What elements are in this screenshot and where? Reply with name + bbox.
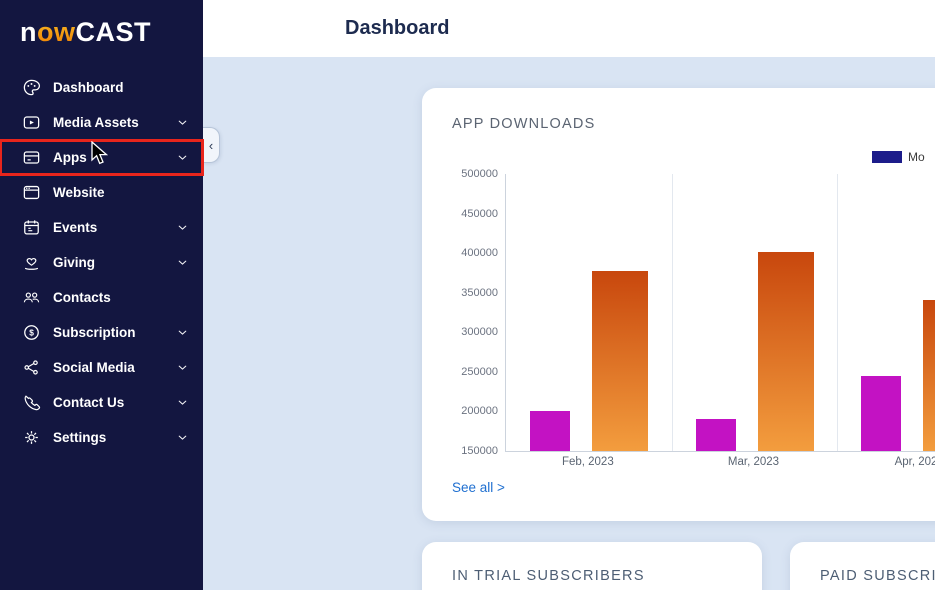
y-tick-label: 150000 [461,445,498,457]
app-downloads-card: APP DOWNLOADS Mo 150000 200000 250000 30000… [422,88,935,521]
sidebar-item-label: Media Assets [53,115,139,130]
app-downloads-title: APP DOWNLOADS [452,116,596,132]
sidebar-item-label: Social Media [53,360,135,375]
see-all-link[interactable]: See all > [452,480,505,495]
x-tick-label: Mar, 2023 [727,456,780,468]
bar-downloads-magenta[interactable] [695,419,736,451]
sidebar-item-label: Dashboard [53,80,124,95]
chart-x-axis: Feb, 2023 Mar, 2023 Apr, 2023 [505,456,935,468]
y-tick-label: 250000 [461,365,498,378]
in-trial-subscribers-title: IN TRIAL SUBSCRIBERS [452,568,645,584]
gridline [837,174,839,451]
main-content: ‹ APP DOWNLOADS Mo 150000 200000 250000 300… [203,57,935,590]
sidebar-item-contact-us[interactable]: Contact Us [0,385,203,420]
legend-swatch [872,151,902,163]
chart-legend[interactable]: Mo [872,150,925,164]
sidebar-nav: Dashboard Media Assets Apps Website Events Gi… [0,70,204,455]
chevron-down-icon [176,431,189,444]
page-header: Dashboard [203,0,935,57]
logo-part-cast: CAST [75,17,151,47]
chart-y-axis: 150000 200000 250000 300000 350000 400000 4500… [428,168,498,457]
sidebar-item-website[interactable]: Website [0,175,203,210]
media-icon [22,113,41,132]
bar-downloads-orange[interactable] [591,271,648,451]
y-tick-label: 500000 [461,168,498,180]
palette-icon [22,78,41,97]
contacts-icon [22,288,41,307]
bar-downloads-orange[interactable] [757,251,814,451]
phone-icon [22,393,41,412]
sidebar: nowCAST Dashboard Media Assets Apps Website… [0,0,204,590]
bar-group [672,174,838,451]
y-tick-label: 300000 [461,326,498,339]
sidebar-item-events[interactable]: Events [0,210,203,245]
sidebar-item-label: Giving [53,255,96,270]
chevron-down-icon [176,326,189,339]
y-tick-label: 450000 [461,207,498,220]
x-tick-label: Feb, 2023 [561,456,614,468]
sidebar-item-label: Website [53,185,105,200]
chevron-down-icon [176,116,189,129]
sidebar-item-label: Apps [53,150,87,165]
chevron-down-icon [176,396,189,409]
sidebar-item-label: Contacts [53,290,111,305]
bar-group [506,174,672,451]
sidebar-item-label: Subscription [53,325,136,340]
logo-part-ow: ow [37,17,76,47]
svg-text:$: $ [29,328,34,338]
bar-group [837,174,935,451]
events-icon [22,218,41,237]
website-icon [22,183,41,202]
x-tick-label: Apr, 2023 [894,456,935,468]
sidebar-item-label: Contact Us [53,395,125,410]
in-trial-subscribers-card: IN TRIAL SUBSCRIBERS [422,542,762,590]
sidebar-item-settings[interactable]: Settings [0,420,203,455]
sidebar-collapse-button[interactable]: ‹ [203,127,220,163]
paid-subscribers-card: PAID SUBSCRIBERS [790,542,935,590]
subscription-icon: $ [22,323,41,342]
sidebar-item-label: Events [53,220,98,235]
sidebar-item-label: Settings [53,430,107,445]
page-title: Dashboard [345,17,450,39]
chevron-down-icon [176,221,189,234]
sidebar-item-giving[interactable]: Giving [0,245,203,280]
apps-icon [22,148,41,167]
chart-plot-area [505,174,935,452]
y-tick-label: 350000 [461,286,498,299]
settings-icon [22,428,41,447]
chevron-down-icon [176,151,189,164]
legend-label: Mo [908,150,925,164]
sidebar-item-subscription[interactable]: $ Subscription [0,315,203,350]
y-tick-label: 400000 [461,247,498,260]
bar-downloads-orange[interactable] [923,299,935,451]
y-tick-label: 200000 [461,405,498,418]
paid-subscribers-title: PAID SUBSCRIBERS [820,568,935,584]
sidebar-item-contacts[interactable]: Contacts [0,280,203,315]
logo-part-n: n [20,17,37,47]
chevron-down-icon [176,361,189,374]
sidebar-item-apps[interactable]: Apps [0,139,204,176]
giving-icon [22,253,41,272]
sidebar-item-dashboard[interactable]: Dashboard [0,70,203,105]
social-icon [22,358,41,377]
sidebar-item-media-assets[interactable]: Media Assets [0,105,203,140]
bar-downloads-magenta[interactable] [529,411,570,451]
sidebar-item-social-media[interactable]: Social Media [0,350,203,385]
brand-logo: nowCAST [0,0,203,56]
gridline [671,174,673,451]
bar-downloads-magenta[interactable] [861,375,902,451]
chevron-down-icon [176,256,189,269]
